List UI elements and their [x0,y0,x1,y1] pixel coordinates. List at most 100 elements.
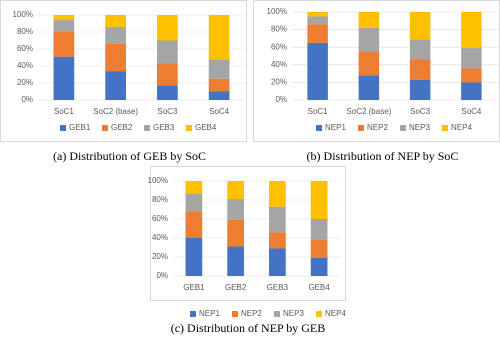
y-tick-label: 40% [152,233,168,242]
y-tick-label: 100% [148,176,168,185]
bar-segment [461,48,482,69]
bar-segment [310,219,328,240]
caption: (a) Distribution of GEB by SoC [53,149,206,163]
bar-segment [307,42,328,100]
y-tick-label: 20% [152,252,168,261]
x-tick-label: GEB3 [267,283,289,292]
bar-segment [409,79,431,100]
legend-label: NEP3 [283,309,304,318]
bar-segment [105,43,126,72]
legend-swatch [60,125,66,131]
bar-segment [208,91,230,100]
bar-segment [157,85,178,100]
bar-segment [227,246,244,276]
y-tick-label: 0% [21,95,33,104]
y-tick-label: 60% [152,214,168,223]
x-tick-label: GEB1 [183,283,205,292]
legend-swatch [186,125,192,131]
legend-swatch [102,125,108,131]
legend-label: NEP1 [199,309,220,318]
bar-segment [227,181,244,200]
bar-segment [269,181,286,207]
bar-segment [358,51,380,76]
y-tick-label: 80% [152,195,168,204]
bar-segment [105,15,126,27]
chart-frame [150,166,346,301]
bar-segment [461,12,482,49]
bar-segment [409,39,431,60]
x-tick-label: GEB4 [308,283,330,292]
bar-segment [105,71,126,100]
bar-segment [269,206,286,233]
x-tick-label: SoC3 [157,107,178,116]
y-tick-label: 20% [17,78,33,87]
y-tick-label: 100% [267,7,287,16]
y-tick-label: 40% [17,61,33,70]
bar-segment [461,68,482,83]
bar-segment [307,12,328,17]
bar-segment [358,27,380,52]
legend-label: GEB3 [153,123,175,132]
legend-label: GEB1 [69,123,91,132]
bar-segment [208,15,230,60]
bar-segment [53,20,75,32]
bar-segment [358,12,380,28]
bar-segment [53,56,75,100]
bar-segment [53,15,75,21]
x-tick-label: SoC2 (base) [93,107,138,116]
legend-swatch [316,311,322,317]
bar-segment [185,211,203,238]
bar-segment [269,248,286,276]
bar-segment [208,59,230,79]
bar-segment [310,181,328,219]
legend-label: NEP4 [451,123,472,132]
legend-label: NEP4 [325,309,346,318]
x-tick-label: SoC4 [209,107,230,116]
legend-label: GEB4 [195,123,217,132]
legend-swatch [144,125,150,131]
legend-swatch [274,311,280,317]
legend-label: GEB2 [111,123,133,132]
legend-swatch [358,125,364,131]
legend-swatch [316,125,322,131]
y-tick-label: 60% [17,44,33,53]
y-tick-label: 80% [271,25,287,34]
bar-segment [185,238,203,276]
legend-swatch [400,125,406,131]
bar-segment [157,63,178,86]
bar-segment [185,193,203,212]
x-tick-label: SoC1 [308,107,329,116]
x-tick-label: SoC2 (base) [346,107,391,116]
bar-segment [307,24,328,43]
chart-frame [0,0,247,142]
x-tick-label: GEB2 [225,283,247,292]
bar-segment [409,59,431,80]
x-tick-label: SoC3 [410,107,431,116]
bar-segment [105,26,126,44]
legend-label: NEP3 [409,123,430,132]
legend-swatch [232,311,238,317]
bar-segment [185,181,203,194]
legend-label: NEP2 [241,309,262,318]
bar-segment [358,75,380,100]
y-tick-label: 20% [271,78,287,87]
bar-segment [157,40,178,64]
y-tick-label: 0% [275,95,287,104]
y-tick-label: 80% [17,27,33,36]
x-tick-label: SoC4 [461,107,482,116]
bar-segment [307,16,328,25]
y-tick-label: 60% [271,42,287,51]
bar-segment [208,78,230,92]
bar-segment [227,219,244,247]
legend-swatch [190,311,196,317]
legend-label: NEP2 [367,123,388,132]
caption: (c) Distribution of NEP by GEB [171,321,326,335]
y-tick-label: 0% [156,271,168,280]
bar-segment [53,31,75,57]
bar-segment [310,257,328,276]
bar-segment [409,12,431,40]
bar-segment [227,199,244,220]
bar-segment [157,15,178,41]
